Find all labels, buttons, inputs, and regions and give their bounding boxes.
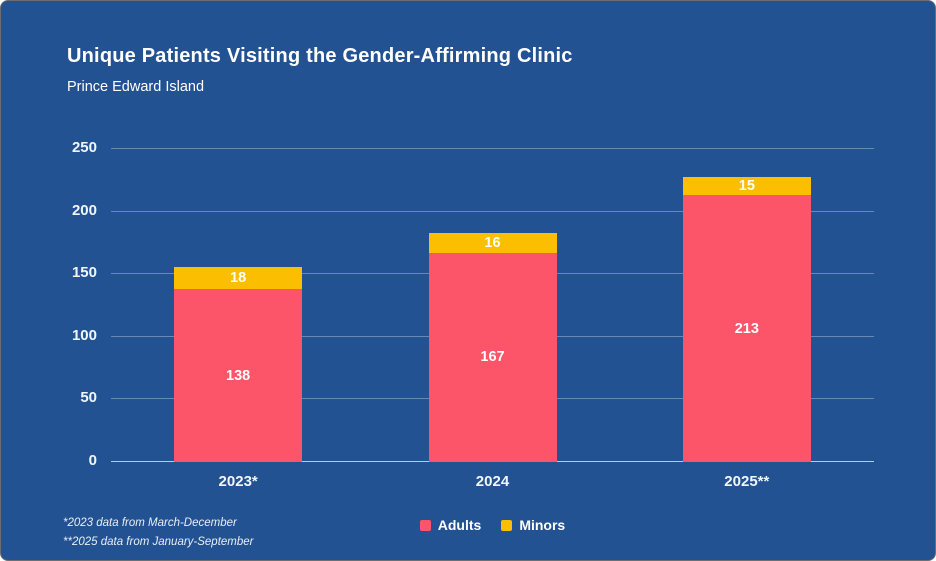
footnote-2023: *2023 data from March-December [63, 517, 237, 529]
x-tick-label-2024: 2024 [475, 473, 510, 490]
adults-swatch-icon [419, 519, 431, 531]
bar-segment-minors-2024: 16 [428, 232, 557, 253]
y-tick-label-200: 200 [71, 201, 97, 219]
chart-subtitle: Prince Edward Island [67, 79, 205, 95]
bar-segment-adults-2024: 167 [428, 252, 557, 462]
footnote-2025: **2025 data from January-September [63, 535, 254, 548]
y-tick-label-250: 250 [71, 139, 97, 156]
legend: Adults Minors [111, 517, 874, 533]
bar-value-label: 213 [734, 320, 759, 337]
bar-value-label: 18 [230, 269, 247, 286]
plot-area: 0 50 100 150 200 250 138 18 2023* 167 16 2024 213 15 2… [72, 139, 874, 490]
x-tick-label-2025: 2025** [724, 473, 770, 490]
legend-item-minors: Minors [501, 517, 565, 533]
legend-label-adults: Adults [437, 517, 482, 533]
bar-value-label: 138 [226, 367, 251, 384]
bar-segment-minors-2023: 18 [174, 266, 303, 290]
bar-value-label: 15 [738, 177, 755, 194]
gridline-250 [111, 148, 874, 149]
y-tick-label-50: 50 [80, 389, 97, 407]
bar-segment-adults-2023: 138 [174, 289, 303, 462]
footnotes: *2023 data from March-December **2025 da… [63, 514, 254, 552]
bar-segment-adults-2025: 213 [682, 195, 811, 462]
legend-item-adults: Adults [419, 517, 482, 533]
chart-title: Unique Patients Visiting the Gender-Affi… [67, 45, 573, 67]
y-tick-label-100: 100 [71, 326, 97, 344]
bar-value-label: 16 [484, 234, 501, 251]
y-tick-label-0: 0 [88, 452, 97, 469]
x-tick-label-2023: 2023* [218, 473, 258, 490]
legend-label-minors: Minors [519, 517, 566, 533]
bar-segment-minors-2025: 15 [682, 176, 811, 196]
minors-swatch-icon [501, 519, 513, 531]
bar-value-label: 167 [480, 349, 505, 366]
gridline-200 [111, 210, 874, 212]
y-tick-label-150: 150 [71, 264, 97, 282]
